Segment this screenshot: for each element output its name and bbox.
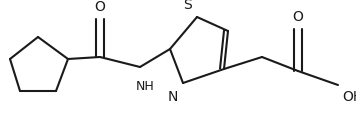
Text: OH: OH <box>342 89 356 103</box>
Text: N: N <box>168 89 178 103</box>
Text: O: O <box>95 0 105 14</box>
Text: O: O <box>293 10 303 24</box>
Text: S: S <box>183 0 192 12</box>
Text: NH: NH <box>136 79 155 92</box>
